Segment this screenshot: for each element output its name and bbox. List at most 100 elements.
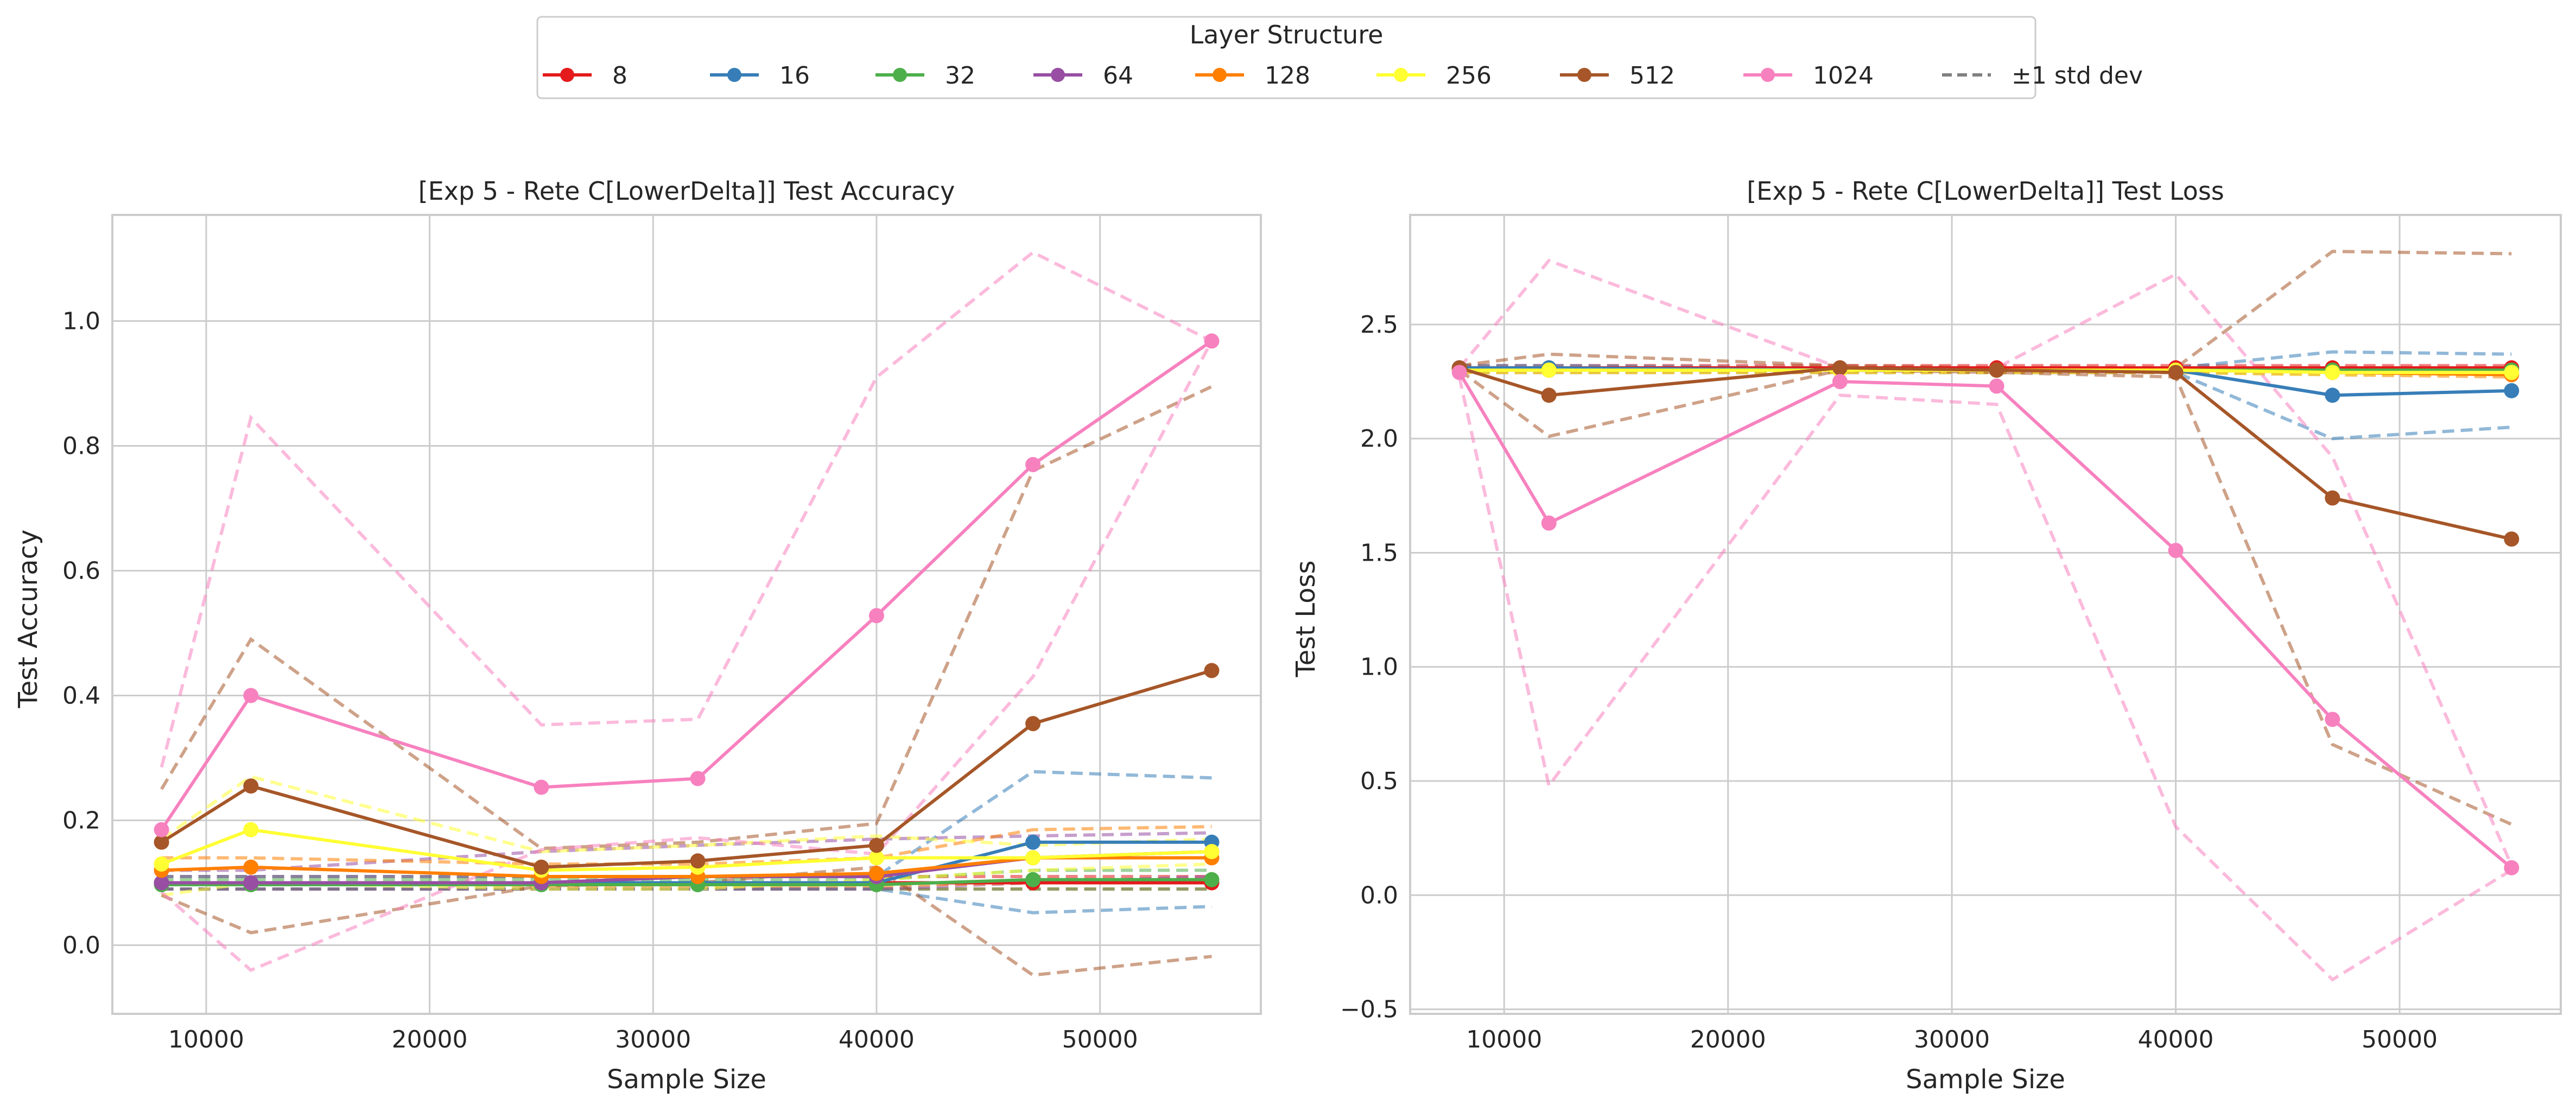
accuracy-point-256 [243, 822, 259, 837]
loss-point-256 [2325, 365, 2340, 380]
accuracy-point-1024 [534, 779, 549, 795]
accuracy-std-lower-1024 [160, 340, 1214, 972]
loss-point-256 [2504, 365, 2520, 380]
legend-swatch-marker [1051, 68, 1065, 82]
accuracy-panel: [Exp 5 - Rete C[LowerDelta]] Test Accura… [13, 176, 1262, 1095]
loss-point-1024 [2168, 543, 2184, 558]
legend-entry-6: 512 [1560, 62, 1675, 90]
loss-x-tick-label: 40000 [2138, 1026, 2214, 1053]
legend-entry-1: 16 [710, 62, 810, 90]
legend-entry-5: 256 [1376, 62, 1492, 90]
loss-plot-area [1410, 215, 2561, 1014]
loss-y-axis-label: Test Loss [1291, 560, 1321, 677]
accuracy-point-256 [868, 850, 884, 866]
accuracy-y-tick-label: 0.4 [62, 682, 100, 710]
accuracy-point-512 [534, 859, 549, 875]
loss-point-1024 [2504, 860, 2520, 875]
loss-point-16 [2325, 388, 2340, 403]
legend-title: Layer Structure [1190, 20, 1384, 49]
accuracy-line-1024 [160, 339, 1213, 831]
loss-x-tick-label: 50000 [2362, 1026, 2438, 1053]
accuracy-point-512 [243, 778, 259, 794]
loss-y-tick-label: 0.0 [1360, 881, 1398, 909]
accuracy-y-tick-label: 0.8 [62, 433, 100, 460]
legend-label: 16 [779, 62, 810, 90]
loss-axes-frame [1409, 214, 2562, 1015]
accuracy-y-tick-label: 0.0 [62, 932, 100, 960]
legend: Layer Structure 8 16 32 64 128 256 512 1024 ±1 s… [536, 16, 2143, 99]
accuracy-std-upper-256 [160, 774, 1212, 854]
legend-label: 256 [1446, 62, 1492, 90]
accuracy-point-32 [1204, 872, 1220, 887]
accuracy-point-1024 [690, 771, 706, 786]
accuracy-point-128 [243, 859, 259, 875]
accuracy-std-upper-1024 [160, 250, 1213, 768]
accuracy-std-lower-512 [161, 865, 1212, 977]
loss-point-512 [1832, 360, 1848, 376]
accuracy-point-512 [690, 853, 706, 869]
accuracy-point-64 [154, 875, 169, 891]
accuracy-point-1024 [868, 608, 884, 624]
legend-entry-3: 64 [1033, 62, 1133, 90]
accuracy-point-512 [868, 837, 884, 853]
loss-std-upper-512 [1459, 250, 2512, 370]
legend-entry-4: 128 [1195, 62, 1310, 90]
legend-label: 8 [612, 62, 627, 90]
loss-point-512 [1541, 388, 1557, 403]
accuracy-point-1024 [1204, 333, 1220, 349]
accuracy-x-tick-label: 30000 [615, 1026, 691, 1053]
loss-x-tick-label: 30000 [1914, 1026, 1990, 1053]
accuracy-point-1024 [1025, 457, 1041, 472]
legend-entry-2: 32 [875, 62, 975, 90]
loss-y-tick-label: 2.0 [1360, 425, 1398, 453]
loss-std-lower-1024 [1457, 376, 2512, 982]
loss-point-256 [1541, 362, 1557, 378]
accuracy-point-256 [154, 856, 169, 872]
loss-panel: [Exp 5 - Rete C[LowerDelta]] Test Loss S… [1291, 176, 2562, 1095]
accuracy-std-upper-512 [160, 385, 1213, 850]
accuracy-point-512 [1025, 716, 1041, 732]
loss-y-tick-label: 1.5 [1360, 539, 1398, 567]
legend-frame [536, 16, 2036, 99]
loss-point-1024 [1541, 515, 1557, 531]
legend-label: 32 [945, 62, 975, 90]
legend-swatch-marker [727, 68, 741, 82]
legend-label: 128 [1265, 62, 1310, 90]
legend-swatch-marker [1213, 68, 1227, 82]
loss-std-lower-512 [1458, 368, 2512, 826]
accuracy-plot-area [112, 215, 1261, 1014]
accuracy-point-1024 [154, 822, 169, 837]
loss-point-16 [2504, 383, 2520, 398]
legend-swatch-marker [1577, 68, 1591, 82]
loss-y-tick-label: −0.5 [1340, 996, 1398, 1024]
accuracy-x-tick-label: 50000 [1062, 1026, 1138, 1053]
accuracy-chart-title: [Exp 5 - Rete C[LowerDelta]] Test Accura… [418, 176, 955, 206]
loss-std-lower-16 [1459, 368, 2512, 441]
loss-x-tick-label: 10000 [1466, 1026, 1542, 1053]
loss-point-512 [2325, 490, 2340, 506]
accuracy-std-lower-16 [161, 887, 1212, 915]
accuracy-point-1024 [243, 688, 259, 703]
legend-label: 64 [1103, 62, 1133, 90]
loss-chart-title: [Exp 5 - Rete C[LowerDelta]] Test Loss [1747, 176, 2224, 206]
accuracy-point-128 [868, 866, 884, 881]
loss-series-512 [1451, 360, 2520, 547]
loss-std-upper-1024 [1458, 258, 2514, 866]
legend-label: 512 [1629, 62, 1675, 90]
accuracy-series-512 [154, 663, 1220, 875]
legend-swatch-marker [1394, 68, 1408, 82]
accuracy-point-16 [1025, 834, 1041, 850]
accuracy-point-256 [1025, 850, 1041, 866]
loss-point-512 [2168, 365, 2184, 380]
loss-point-1024 [1451, 365, 1467, 380]
legend-label: 1024 [1813, 62, 1874, 90]
accuracy-y-tick-label: 0.6 [62, 557, 100, 585]
loss-point-512 [2504, 531, 2520, 547]
loss-y-tick-label: 1.0 [1360, 653, 1398, 681]
accuracy-x-tick-label: 40000 [839, 1026, 915, 1053]
loss-point-512 [1989, 362, 2004, 378]
accuracy-axes-frame [111, 214, 1262, 1015]
accuracy-series-1024 [154, 333, 1220, 837]
loss-point-1024 [2325, 712, 2340, 727]
